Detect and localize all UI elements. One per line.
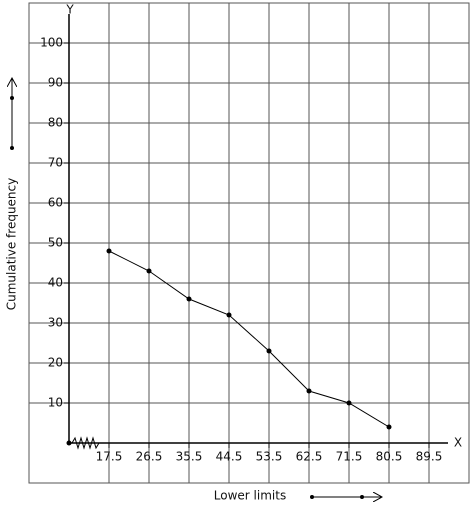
- x-tick-label: 17.5: [96, 450, 123, 464]
- y-tick-label: 50: [48, 236, 63, 250]
- data-point: [346, 400, 352, 406]
- arrow-dot: [10, 96, 14, 100]
- y-tick-label: 90: [48, 76, 63, 90]
- data-point: [186, 296, 192, 302]
- x-tick-label: 35.5: [176, 450, 203, 464]
- grid: [29, 3, 469, 483]
- y-tick-label: 10: [48, 396, 63, 410]
- data-point: [306, 388, 312, 394]
- y-tick-label: 20: [48, 356, 63, 370]
- data-point: [266, 348, 272, 354]
- y-tick-label: 70: [48, 156, 63, 170]
- arrow-dot: [10, 146, 14, 150]
- y-tick-label: 100: [40, 36, 63, 50]
- arrow-dot: [360, 495, 364, 499]
- y-tick-label: 40: [48, 276, 63, 290]
- x-axis-label: Lower limits: [214, 489, 286, 503]
- axis-break: [71, 436, 100, 450]
- y-axis-name: Y: [65, 3, 74, 17]
- x-tick-label: 62.5: [296, 450, 323, 464]
- origin-dot: [66, 440, 72, 446]
- x-tick-label: 44.5: [216, 450, 243, 464]
- data-point: [106, 248, 112, 254]
- y-axis-label: Cumulative frequency: [5, 178, 19, 311]
- x-tick-label: 26.5: [136, 450, 163, 464]
- y-tick-label: 60: [48, 196, 63, 210]
- x-tick-label: 89.5: [416, 450, 443, 464]
- data-point: [386, 424, 392, 430]
- y-tick-label: 80: [48, 116, 63, 130]
- data-point: [146, 268, 152, 274]
- x-axis-name: X: [454, 436, 462, 450]
- arrow-dot: [310, 495, 314, 499]
- data-point: [226, 312, 232, 318]
- data-line: [108, 250, 390, 428]
- y-tick-label: 30: [48, 316, 63, 330]
- x-tick-label: 80.5: [376, 450, 403, 464]
- x-tick-label: 53.5: [256, 450, 283, 464]
- x-tick-label: 71.5: [336, 450, 363, 464]
